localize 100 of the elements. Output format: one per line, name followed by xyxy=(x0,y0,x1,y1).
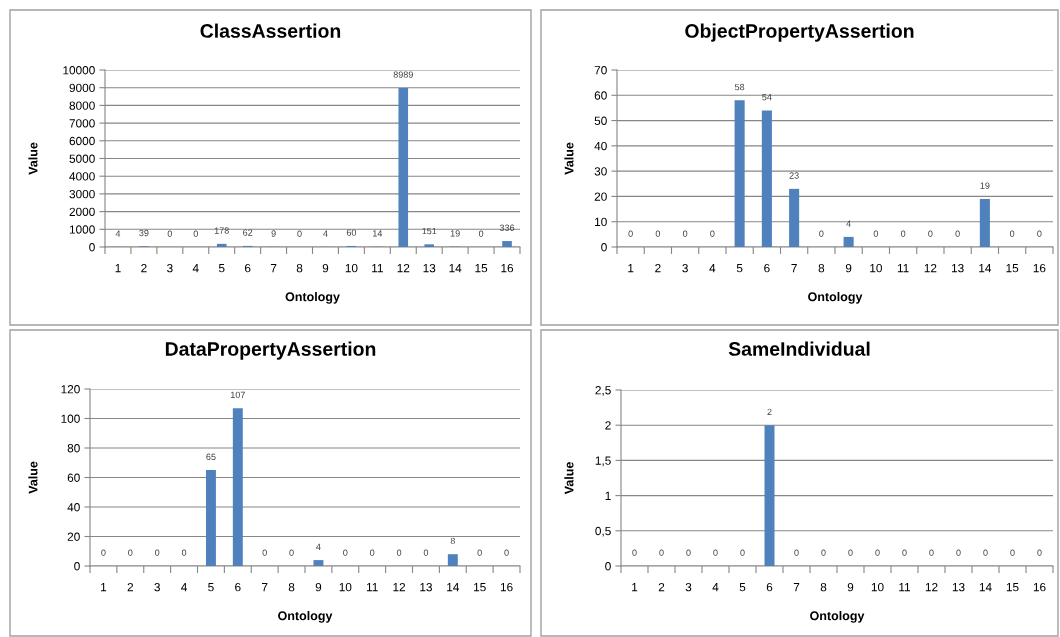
x-tick-label: 5 xyxy=(739,583,746,592)
data-label: 0 xyxy=(819,230,824,237)
data-label: 58 xyxy=(734,83,745,91)
data-label: 0 xyxy=(875,549,880,556)
x-tick-label: 16 xyxy=(501,263,514,273)
data-label: 4 xyxy=(316,543,321,550)
data-label: 0 xyxy=(370,549,375,556)
bar xyxy=(216,243,227,247)
bar xyxy=(734,100,745,247)
data-label: 14 xyxy=(373,230,383,237)
x-tick-label: 13 xyxy=(420,582,432,592)
data-label: 4 xyxy=(323,230,328,237)
bar xyxy=(761,110,772,247)
data-label: 0 xyxy=(504,549,509,556)
x-tick-label: 9 xyxy=(315,582,322,592)
y-tick-label: 4000 xyxy=(69,172,95,181)
x-tick-label: 3 xyxy=(682,263,688,273)
data-label: 4 xyxy=(115,230,121,237)
bar xyxy=(447,554,458,566)
y-tick-label: 9000 xyxy=(69,83,95,93)
data-label: 0 xyxy=(902,549,907,556)
x-tick-label: 3 xyxy=(154,582,160,592)
y-tick-label: 60 xyxy=(594,91,607,100)
x-tick-label: 5 xyxy=(736,264,743,273)
y-tick-label: 120 xyxy=(61,385,80,394)
data-label: 0 xyxy=(297,230,302,237)
x-tick-label: 11 xyxy=(372,264,383,273)
x-tick-label: 2 xyxy=(141,263,147,273)
data-label: 0 xyxy=(478,230,484,237)
y-tick-label: 0 xyxy=(605,562,611,571)
data-label: 8989 xyxy=(393,71,413,78)
x-tick-label: 2 xyxy=(127,582,133,592)
data-label: 0 xyxy=(983,549,988,556)
data-label: 0 xyxy=(1037,230,1042,237)
data-label: 107 xyxy=(230,391,245,399)
data-label: 19 xyxy=(980,182,990,189)
x-tick-label: 8 xyxy=(288,582,295,592)
x-tick-label: 3 xyxy=(685,582,692,592)
y-tick-label: 0 xyxy=(601,243,607,252)
y-tick-label: 6000 xyxy=(69,136,95,146)
y-tick-label: 80 xyxy=(67,444,80,453)
x-axis-title: Ontology xyxy=(810,611,865,623)
x-tick-label: 9 xyxy=(845,263,852,273)
data-label: 0 xyxy=(710,230,715,237)
y-tick-label: 0,5 xyxy=(595,526,611,537)
data-label: 23 xyxy=(789,172,799,179)
data-label: 65 xyxy=(206,453,216,461)
y-tick-label: 2000 xyxy=(69,207,95,216)
y-tick-label: 40 xyxy=(67,503,80,512)
x-tick-label: 8 xyxy=(818,263,825,273)
bar xyxy=(398,87,409,247)
y-tick-label: 100 xyxy=(61,414,80,423)
x-tick-label: 6 xyxy=(766,582,773,592)
data-label: 39 xyxy=(139,229,149,237)
y-tick-label: 20 xyxy=(67,532,80,541)
x-tick-label: 9 xyxy=(847,582,854,592)
x-tick-label: 14 xyxy=(979,583,992,592)
x-tick-label: 15 xyxy=(475,264,488,273)
data-label: 0 xyxy=(821,549,826,556)
data-label: 0 xyxy=(848,549,853,556)
x-tick-label: 10 xyxy=(871,582,884,592)
y-tick-label: 1 xyxy=(605,491,611,500)
x-tick-label: 12 xyxy=(925,582,938,592)
x-tick-label: 9 xyxy=(322,263,329,273)
y-axis-title: Value xyxy=(28,461,38,494)
data-label: 0 xyxy=(193,230,198,237)
data-label: 4 xyxy=(846,220,851,227)
data-label: 0 xyxy=(632,549,637,556)
x-tick-label: 7 xyxy=(791,264,797,273)
data-label: 0 xyxy=(1010,549,1015,556)
data-label: 0 xyxy=(423,549,429,556)
x-tick-label: 12 xyxy=(924,263,937,273)
y-tick-label: 7000 xyxy=(69,119,95,128)
bar xyxy=(502,241,512,247)
x-tick-label: 4 xyxy=(709,264,716,273)
data-label: 0 xyxy=(181,549,187,556)
bar xyxy=(789,188,800,247)
x-tick-label: 15 xyxy=(1006,264,1019,273)
data-label: 0 xyxy=(155,549,160,556)
y-tick-label: 5000 xyxy=(69,154,95,163)
chart-title: ClassAssertion xyxy=(200,23,341,38)
x-tick-label: 16 xyxy=(500,582,513,592)
data-label: 0 xyxy=(900,230,906,237)
y-tick-label: 70 xyxy=(594,66,607,75)
data-label: 0 xyxy=(1037,549,1042,556)
data-label: 0 xyxy=(628,230,633,237)
y-tick-label: 0 xyxy=(74,562,80,571)
data-label: 0 xyxy=(956,549,961,556)
x-tick-label: 13 xyxy=(951,263,964,273)
data-label: 0 xyxy=(262,549,267,556)
y-tick-label: 50 xyxy=(594,116,607,125)
data-label: 0 xyxy=(713,549,718,556)
data-label: 0 xyxy=(682,230,688,237)
data-label: 0 xyxy=(128,549,133,556)
chart-title: ObjectPropertyAssertion xyxy=(685,23,914,42)
x-tick-label: 4 xyxy=(192,264,199,273)
data-label: 0 xyxy=(928,230,933,237)
x-tick-label: 7 xyxy=(262,583,268,592)
x-axis-title: Ontology xyxy=(278,611,333,623)
bar xyxy=(424,244,435,247)
